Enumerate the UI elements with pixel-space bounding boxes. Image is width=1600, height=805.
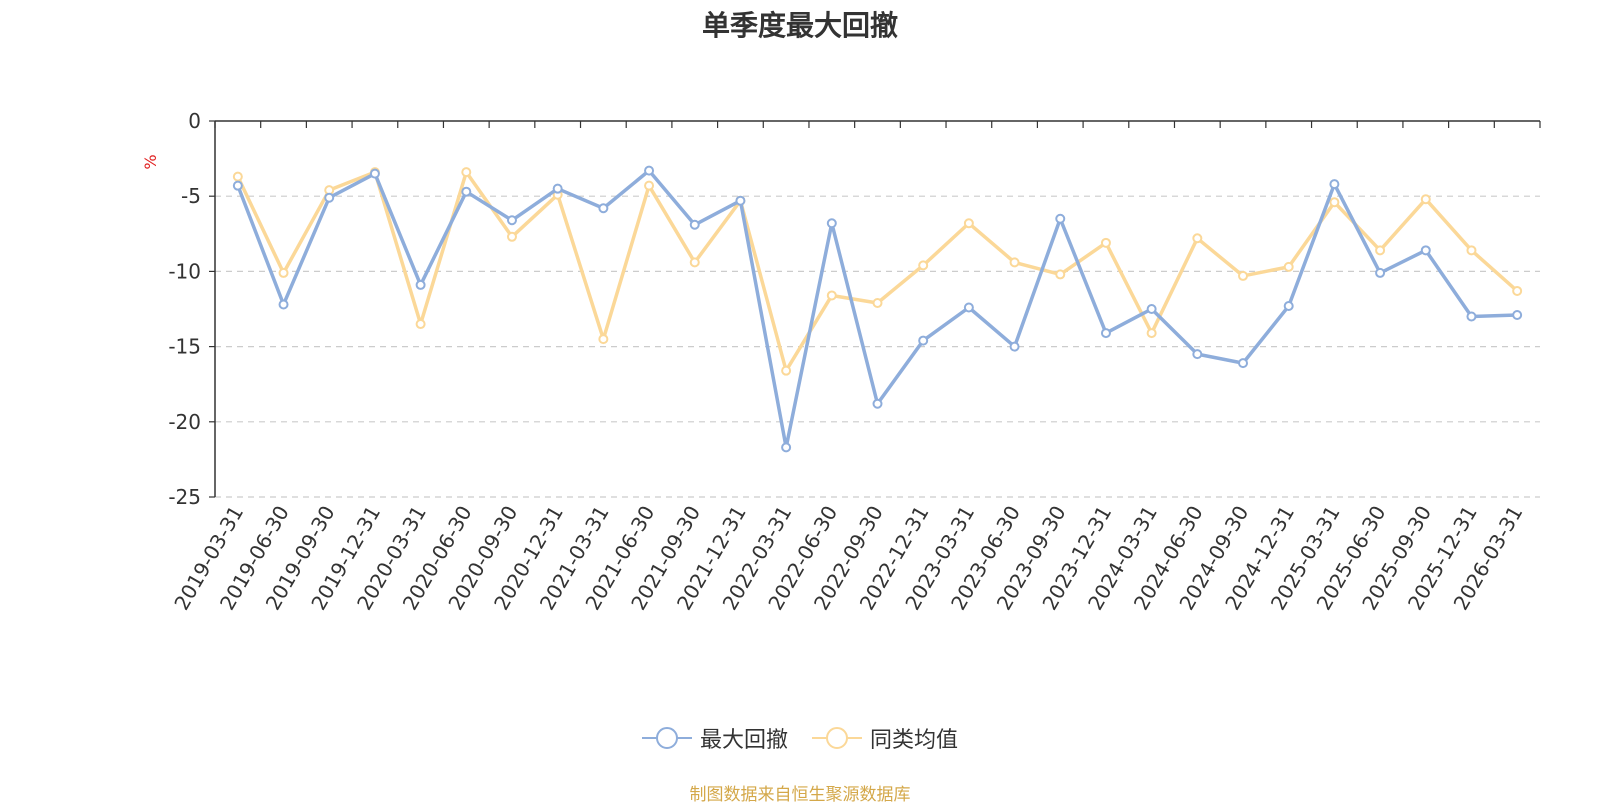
series-lines [232,165,1523,453]
data-point [1420,194,1431,205]
data-point [1512,285,1523,296]
data-point [415,279,426,290]
data-point [689,257,700,268]
source-note: 制图数据来自恒生聚源数据库 [689,785,911,805]
chart-title: 单季度最大回撤 [701,9,898,42]
data-point [415,319,426,330]
data-point [963,218,974,229]
data-point [963,302,974,313]
data-point [1055,269,1066,280]
data-point [735,195,746,206]
y-tick-label: -25 [168,485,201,509]
data-point [872,297,883,308]
data-point [689,219,700,230]
legend-line-circle-icon [812,727,862,749]
data-point [918,335,929,346]
data-point [1420,245,1431,256]
data-point [1100,237,1111,248]
data-point [598,334,609,345]
legend: 最大回撤 同类均值 [0,722,1600,754]
data-point [872,398,883,409]
series-max-drawdown [232,165,1523,453]
data-point [461,186,472,197]
data-point [232,180,243,191]
data-point [1238,270,1249,281]
data-point [1375,245,1386,256]
y-tick-label: 0 [188,109,201,133]
data-point [1192,349,1203,360]
data-point [1283,300,1294,311]
data-point [781,365,792,376]
data-point [598,203,609,214]
data-point [1283,261,1294,272]
y-tick-label: -15 [168,335,201,359]
data-point [552,183,563,194]
data-point [644,180,655,191]
data-point [506,231,517,242]
data-point [1100,328,1111,339]
data-point [1009,257,1020,268]
data-point [1238,358,1249,369]
data-point [324,192,335,203]
data-point [826,290,837,301]
data-point [1009,341,1020,352]
grid-lines [215,195,1540,498]
data-point [1329,179,1340,190]
legend-label: 同类均值 [870,728,959,753]
data-point [1055,213,1066,224]
data-point [918,260,929,271]
data-point [644,165,655,176]
data-point [369,168,380,179]
data-point [278,267,289,278]
data-point [1375,267,1386,278]
data-point [1466,311,1477,322]
y-axis-unit-label: % [141,154,160,169]
data-point [232,171,243,182]
data-point [1146,328,1157,339]
legend-line-circle-icon [641,727,692,749]
legend-label: 最大回撤 [699,728,788,753]
data-point [826,218,837,229]
y-tick-label: -20 [168,410,201,434]
data-point [461,167,472,178]
data-point [781,442,792,453]
legend-item-peer-average[interactable]: 同类均值 [812,722,958,754]
data-point [1466,245,1477,256]
data-point [1329,197,1340,208]
y-tick-label: -10 [168,259,201,283]
data-point [278,299,289,310]
data-point [506,215,517,226]
data-point [1146,304,1157,314]
legend-item-max-drawdown[interactable]: 最大回撤 [641,722,788,754]
data-point [1192,233,1203,244]
data-point [1512,310,1523,321]
y-tick-label: -5 [181,184,201,208]
